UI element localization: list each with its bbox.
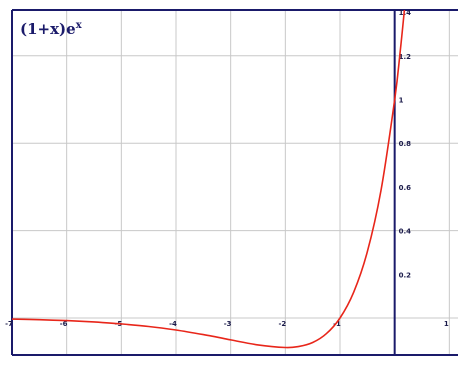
series-group [12, 10, 406, 349]
chart-title: (1+x)ex [20, 20, 83, 38]
axes [11, 9, 458, 356]
x-tick-label: -4 [169, 320, 177, 328]
x-tick-label: -1 [333, 320, 341, 328]
y-tick-label: 0.8 [399, 140, 412, 148]
y-tick-label: 1 [399, 97, 404, 105]
x-tick-label: -2 [278, 320, 286, 328]
y-tick-label: 1.4 [399, 9, 412, 17]
y-tick-labels: 0.2 0.4 0.6 0.8 1 1.2 1.4 [399, 9, 412, 279]
grid-lines [12, 10, 458, 355]
series-line [12, 10, 406, 349]
chart-title-superscript: x [76, 20, 83, 31]
chart-title-base: (1+x)e [20, 20, 76, 38]
x-tick-label: -6 [60, 320, 68, 328]
x-tick-label: 1 [444, 320, 449, 328]
x-tick-label: -3 [224, 320, 232, 328]
y-tick-label: 0.2 [399, 271, 412, 279]
y-tick-label: 1.2 [399, 53, 412, 61]
x-tick-label: -7 [5, 320, 13, 328]
y-tick-label: 0.4 [399, 228, 412, 236]
y-tick-label: 0.6 [399, 184, 412, 192]
